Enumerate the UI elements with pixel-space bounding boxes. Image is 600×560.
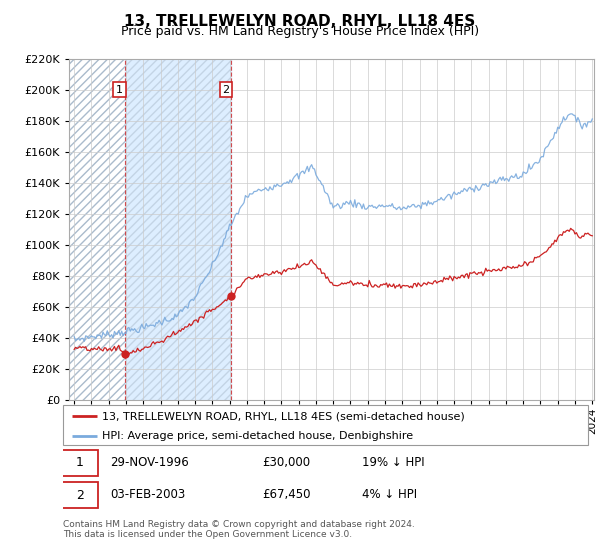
Text: £67,450: £67,450 (263, 488, 311, 501)
Bar (69, 59, 125, 400)
Text: 29-NOV-1996: 29-NOV-1996 (110, 456, 189, 469)
Bar (125, 59, 231, 400)
Text: 2: 2 (223, 85, 230, 95)
FancyBboxPatch shape (63, 405, 588, 445)
Text: 4% ↓ HPI: 4% ↓ HPI (362, 488, 418, 501)
Bar (125, 59, 231, 400)
FancyBboxPatch shape (62, 450, 98, 475)
Text: 19% ↓ HPI: 19% ↓ HPI (362, 456, 425, 469)
Text: 1: 1 (76, 456, 84, 469)
Text: £30,000: £30,000 (263, 456, 311, 469)
Text: 03-FEB-2003: 03-FEB-2003 (110, 488, 185, 501)
Text: Contains HM Land Registry data © Crown copyright and database right 2024.
This d: Contains HM Land Registry data © Crown c… (63, 520, 415, 539)
Bar (69, 59, 125, 400)
Text: 2: 2 (76, 488, 84, 502)
Text: 13, TRELLEWELYN ROAD, RHYL, LL18 4ES (semi-detached house): 13, TRELLEWELYN ROAD, RHYL, LL18 4ES (se… (103, 411, 465, 421)
Text: 1: 1 (116, 85, 123, 95)
Text: 13, TRELLEWELYN ROAD, RHYL, LL18 4ES: 13, TRELLEWELYN ROAD, RHYL, LL18 4ES (124, 14, 476, 29)
FancyBboxPatch shape (62, 482, 98, 508)
Text: Price paid vs. HM Land Registry's House Price Index (HPI): Price paid vs. HM Land Registry's House … (121, 25, 479, 38)
Text: HPI: Average price, semi-detached house, Denbighshire: HPI: Average price, semi-detached house,… (103, 431, 413, 441)
